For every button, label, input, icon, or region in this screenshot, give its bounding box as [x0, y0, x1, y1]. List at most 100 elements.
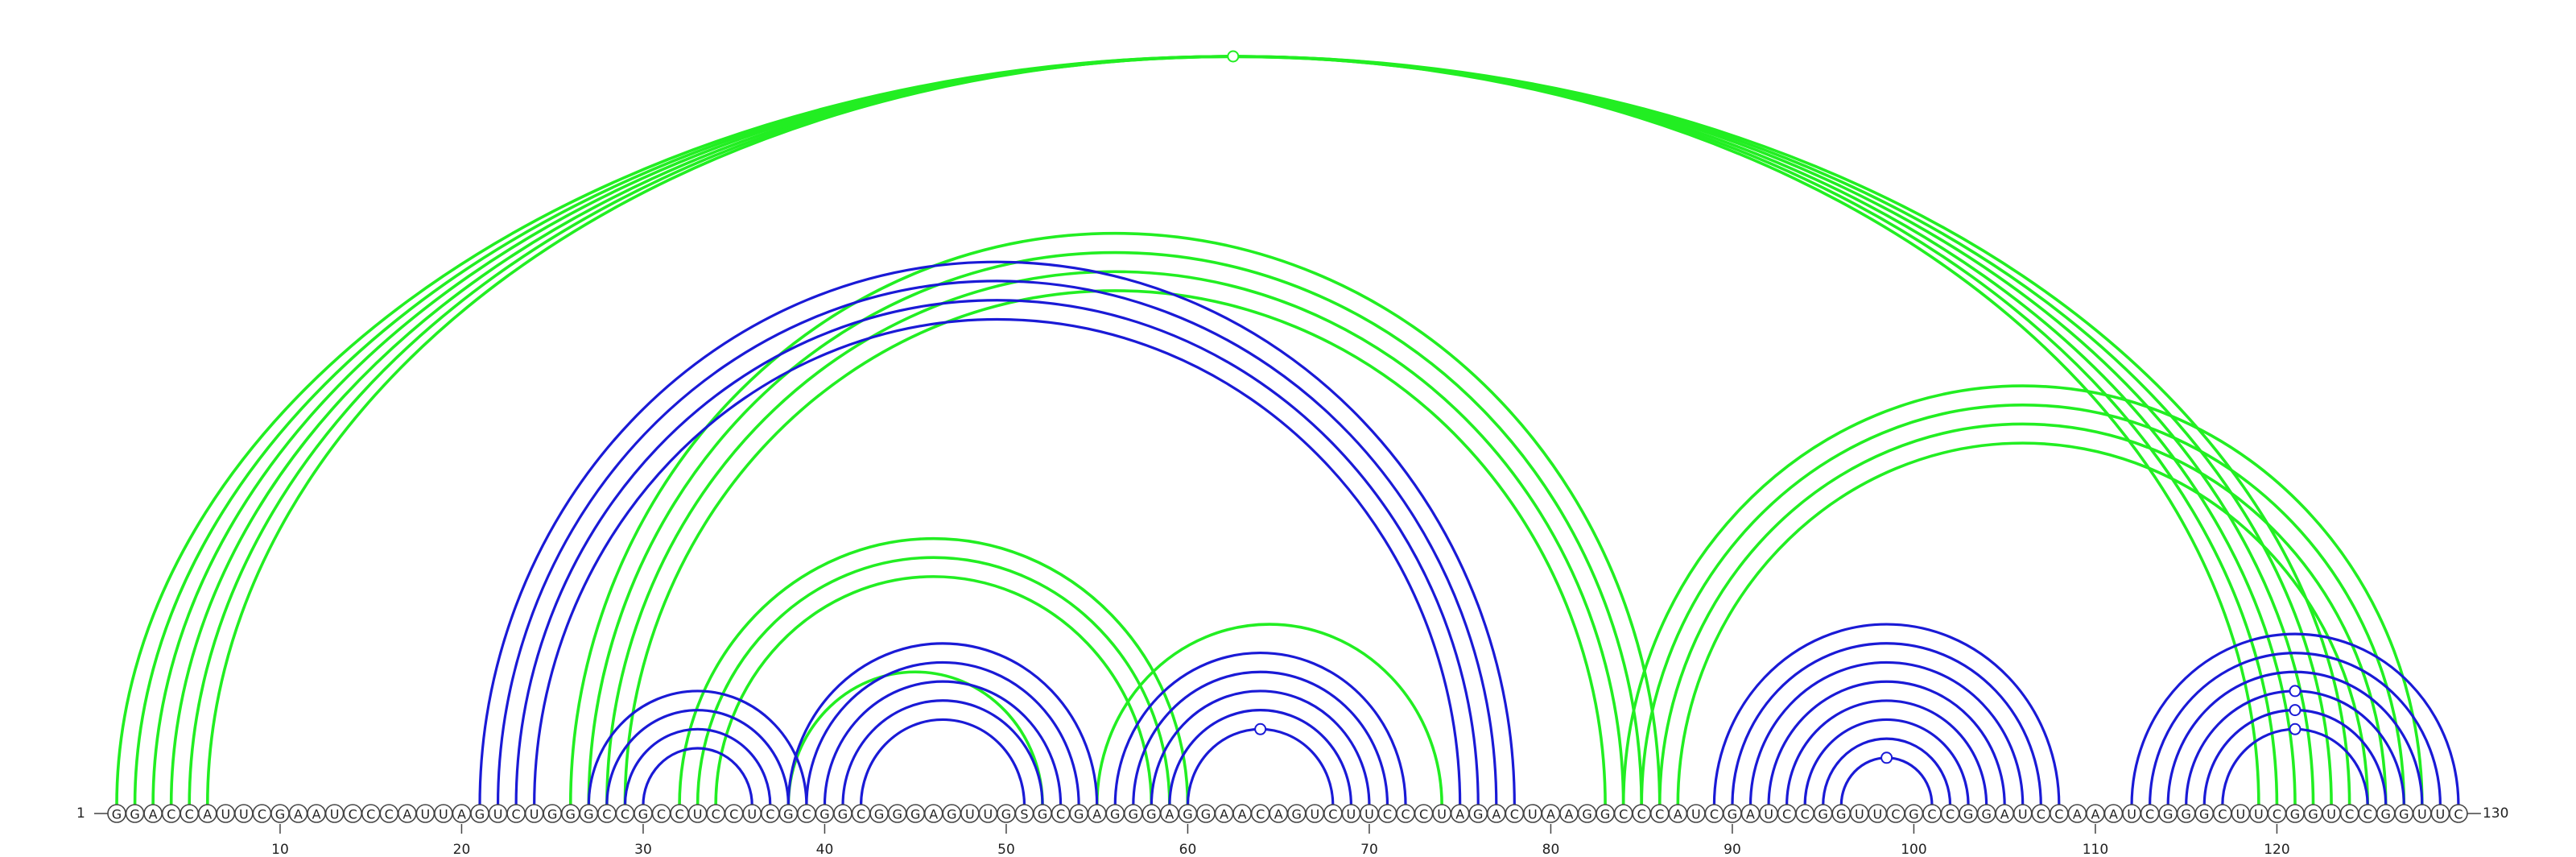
blue-arc-58-70 — [1150, 689, 1371, 806]
nucleotide-letter-13: U — [330, 807, 340, 822]
arc-marker-60-68 — [1254, 722, 1267, 735]
nucleotide-letter-88: U — [1691, 807, 1701, 822]
blue-arc-29-37 — [623, 727, 772, 806]
nucleotide-letter-8: U — [239, 807, 249, 822]
nucleotide-letter-19: U — [439, 807, 448, 822]
blue-arc-112-130 — [2130, 632, 2460, 806]
nucleotide-letter-6: A — [203, 807, 212, 822]
nucleotide-letter-20: A — [457, 807, 466, 822]
nucleotide-letter-128: U — [2417, 807, 2427, 822]
nucleotide-letter-63: A — [1238, 807, 1247, 822]
nucleotide-letter-41: G — [838, 807, 848, 822]
nucleotide-letter-106: U — [2018, 807, 2028, 822]
nucleotide-letter-45: G — [910, 807, 920, 822]
blue-arc-21-78 — [478, 260, 1516, 806]
nucleotide-letter-96: G — [1836, 807, 1846, 822]
nucleotide-letter-93: C — [1782, 807, 1791, 822]
green-arc-group — [115, 56, 2424, 806]
nucleotide-letter-74: U — [1437, 807, 1447, 822]
nucleotide-letter-92: U — [1764, 807, 1773, 822]
nucleotide-letter-52: G — [1038, 807, 1047, 822]
nucleotide-letter-124: C — [2345, 807, 2354, 822]
nucleotide-letter-108: C — [2054, 807, 2063, 822]
nucleotide-letter-61: G — [1201, 807, 1211, 822]
nucleotide-letter-72: C — [1401, 807, 1410, 822]
nucleotide-letter-9: C — [258, 807, 266, 822]
blue-arc-40-53 — [823, 680, 1063, 806]
nucleotide-letter-4: C — [167, 807, 175, 822]
blue-arc-92-105 — [1767, 680, 2006, 806]
position-ticks: 10 20 30 40 50 60 70 80 90 100 110 120 — [271, 824, 2290, 857]
nucleotide-letter-57: G — [1129, 807, 1138, 822]
tick-label-100: 100 — [1901, 842, 1926, 857]
tick-label-20: 20 — [453, 842, 471, 857]
blue-arc-56-72 — [1113, 651, 1407, 806]
tick-label-110: 110 — [2083, 842, 2108, 857]
nucleotide-letter-79: U — [1528, 807, 1538, 822]
nucleotide-letter-44: G — [892, 807, 902, 822]
nucleotide-letter-113: C — [2145, 807, 2154, 822]
nucleotide-letter-1: G — [112, 807, 122, 822]
tick-label-70: 70 — [1360, 842, 1378, 857]
nucleotide-letter-117: C — [2218, 807, 2227, 822]
blue-arc-90-107 — [1731, 642, 2042, 806]
green-arc-55-74 — [1095, 623, 1443, 806]
nucleotide-letter-95: G — [1818, 807, 1827, 822]
blue-arc-24-75 — [533, 317, 1462, 806]
nucleotide-letter-30: G — [638, 807, 648, 822]
nucleotide-letter-98: U — [1872, 807, 1882, 822]
green-arc-87-125 — [1676, 441, 2369, 806]
nucleotide-letter-126: G — [2381, 807, 2391, 822]
nucleotide-letter-56: G — [1110, 807, 1120, 822]
nucleotide-letter-54: G — [1074, 807, 1084, 822]
green-arc-27-85 — [587, 250, 1643, 806]
nucleotide-letter-28: C — [602, 807, 611, 822]
tick-label-80: 80 — [1542, 842, 1560, 857]
nucleotide-letter-36: U — [747, 807, 757, 822]
blue-arc-39-54 — [805, 660, 1080, 806]
blue-arc-114-128 — [2166, 670, 2424, 806]
nucleotide-letter-11: A — [294, 807, 303, 822]
nucleotide-letter-46: A — [929, 807, 938, 822]
tick-label-30: 30 — [634, 842, 652, 857]
nucleotide-letter-51: S — [1020, 807, 1028, 822]
blue-arc-57-71 — [1132, 670, 1389, 806]
nucleotide-letter-119: U — [2254, 807, 2264, 822]
nucleotide-letter-101: C — [1927, 807, 1936, 822]
nucleotide-letter-85: C — [1637, 807, 1646, 822]
nucleotide-letter-83: G — [1600, 807, 1610, 822]
nucleotide-letter-81: A — [1565, 807, 1574, 822]
nucleotide-letter-3: A — [149, 807, 158, 822]
nucleotide-letter-25: G — [547, 807, 557, 822]
tick-label-40: 40 — [816, 842, 834, 857]
nucleotide-letter-75: A — [1455, 807, 1464, 822]
nucleotide-letter-107: C — [2037, 807, 2046, 822]
nucleotide-letter-5: C — [185, 807, 194, 822]
nucleotide-letter-91: A — [1746, 807, 1755, 822]
nucleotide-letter-120: C — [2273, 807, 2281, 822]
blue-arc-23-76 — [514, 299, 1480, 806]
green-arc-5-120 — [189, 56, 2277, 805]
nucleotide-letter-127: G — [2399, 807, 2409, 822]
green-arc-33-59 — [696, 556, 1171, 806]
blue-arc-28-38 — [605, 709, 790, 806]
arc-marker-115-127 — [2289, 685, 2301, 698]
blue-arc-60-68 — [1186, 727, 1335, 806]
nucleotide-letter-10: G — [275, 807, 285, 822]
nucleotide-letter-18: U — [420, 807, 430, 822]
nucleotide-letter-118: U — [2235, 807, 2245, 822]
nucleotide-letter-16: C — [385, 807, 394, 822]
blue-arc-22-77 — [496, 279, 1498, 806]
nucleotide-letter-47: G — [947, 807, 956, 822]
green-arc-26-86 — [568, 231, 1662, 806]
green-arc-29-83 — [623, 288, 1607, 806]
nucleotide-letter-82: G — [1582, 807, 1591, 822]
nucleotide-letter-104: G — [1981, 807, 1991, 822]
blue-arc-group — [478, 260, 2460, 806]
nucleotide-letter-65: A — [1274, 807, 1283, 822]
tick-label-120: 120 — [2264, 842, 2289, 857]
nucleotide-letter-31: C — [657, 807, 666, 822]
arc-marker-96-101 — [1880, 751, 1893, 764]
